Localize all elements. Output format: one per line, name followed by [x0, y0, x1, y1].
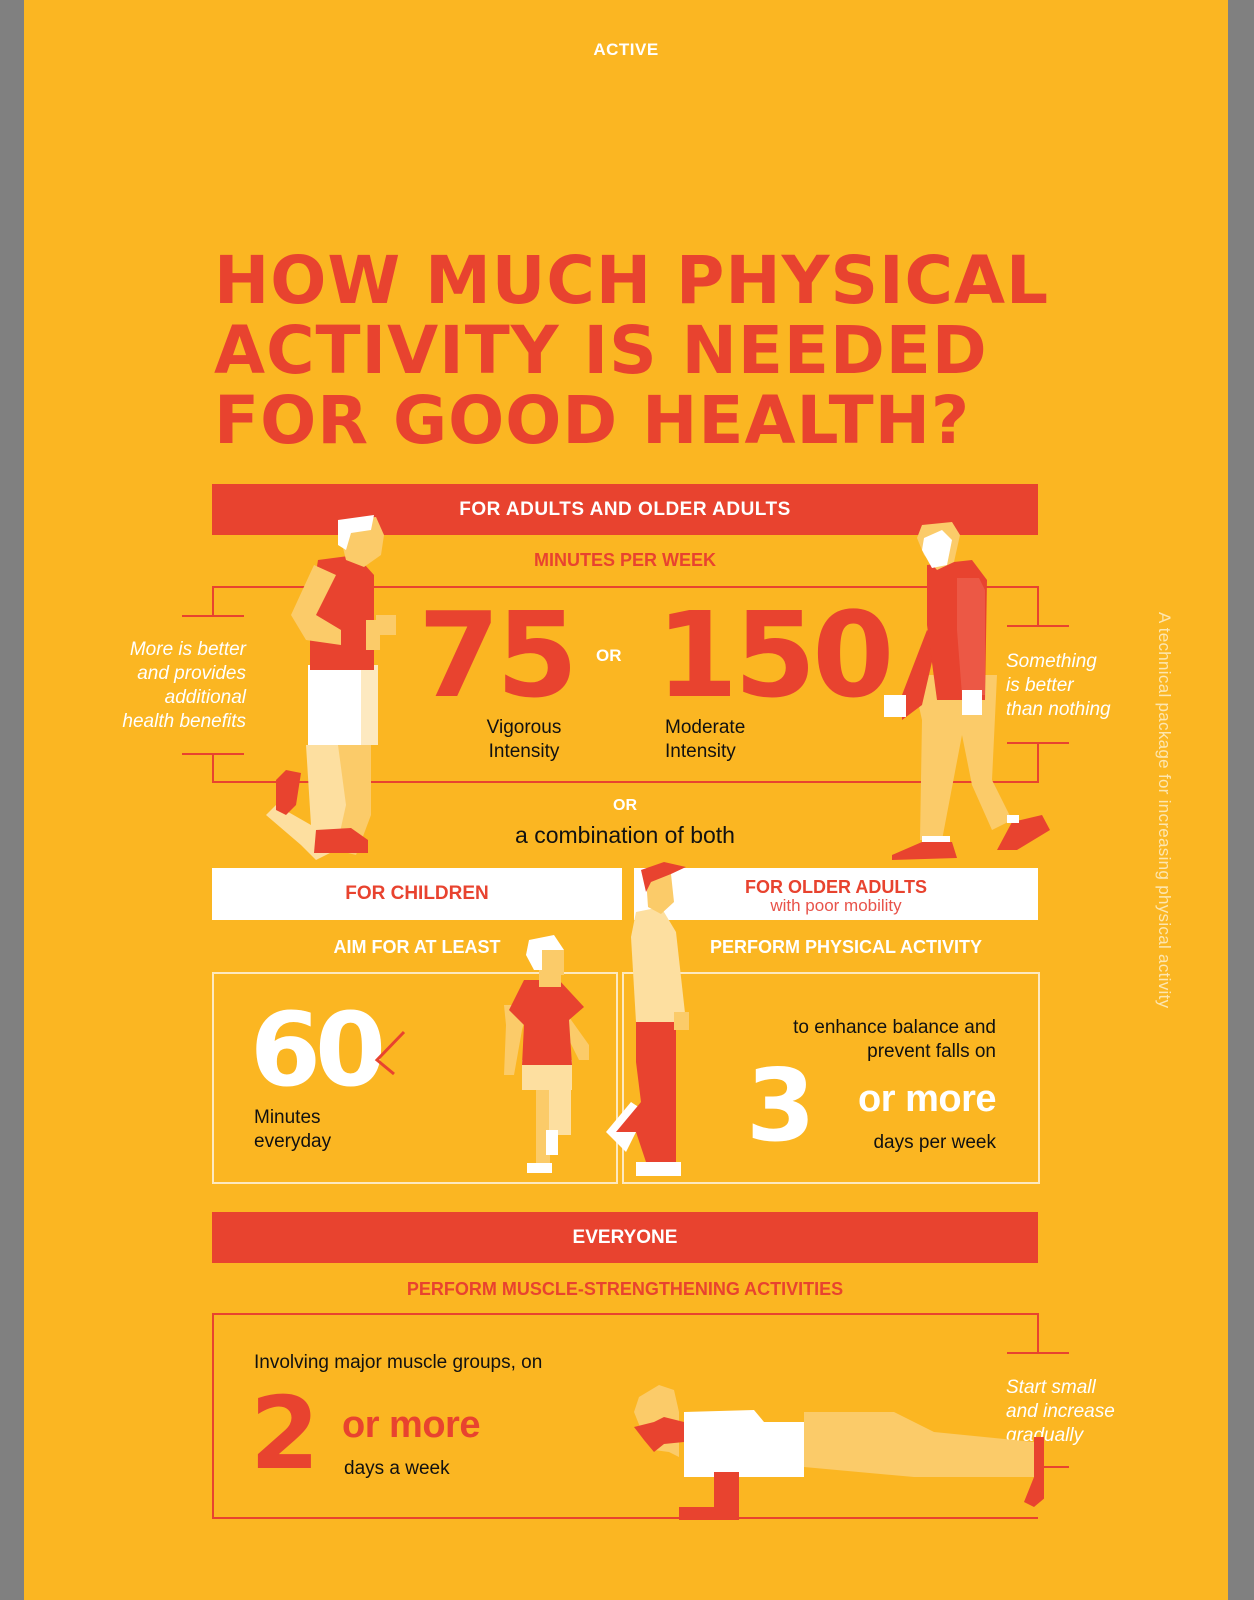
moderate-label: Moderate Intensity	[665, 716, 745, 764]
title-line-2: ACTIVITY IS NEEDED	[214, 312, 988, 389]
adults-right-note: Something is better than nothing	[1006, 650, 1166, 722]
title-line-1: HOW MUCH PHYSICAL	[214, 242, 1050, 319]
everyone-banner: EVERYONE	[212, 1212, 1038, 1263]
bracket-left-bottom-vertical	[212, 753, 214, 783]
child-figure-illustration	[504, 935, 589, 1173]
vigorous-label: Vigorous Intensity	[464, 716, 584, 764]
text-line: prevent falls on	[867, 1041, 996, 1062]
section-label: ACTIVE	[593, 40, 659, 59]
everyone-unit: days a week	[344, 1458, 450, 1479]
label-line: Minutes	[254, 1107, 321, 1128]
bracket-left-top-tick	[182, 615, 244, 617]
note-line: gradually	[1006, 1425, 1084, 1446]
older-banner-title: FOR OLDER ADULTS	[745, 877, 927, 897]
walking-man-illustration	[884, 522, 1050, 860]
children-banner: FOR CHILDREN	[212, 868, 622, 920]
label-line: Vigorous	[486, 717, 562, 738]
clock-hands-icon	[374, 1030, 406, 1076]
everyone-right-note: Start small and increase gradually	[1006, 1376, 1166, 1448]
adults-box-bottom	[212, 781, 1038, 783]
label-line: Intensity	[488, 741, 560, 762]
note-line: Something	[1006, 651, 1097, 672]
note-line: than nothing	[1006, 699, 1111, 720]
everyone-or-more: or more	[342, 1404, 480, 1446]
note-line: Start small	[1006, 1377, 1096, 1398]
older-man-illustration	[606, 862, 689, 1176]
bracket-right-bottom-vertical	[1037, 742, 1039, 783]
older-adults-banner: FOR OLDER ADULTS with poor mobility	[634, 868, 1038, 920]
note-line: and increase	[1006, 1401, 1115, 1422]
label-line: Moderate	[665, 717, 746, 738]
note-line: additional	[164, 687, 246, 708]
runner-figure-illustration	[266, 515, 396, 860]
label-line: everyday	[254, 1131, 332, 1152]
bracket-left-top-vertical	[212, 586, 214, 616]
everyone-box-top	[212, 1313, 1038, 1315]
combination-text: a combination of both	[515, 822, 735, 848]
page-title: HOW MUCH PHYSICAL ACTIVITY IS NEEDED FOR…	[214, 246, 1049, 456]
older-or-more: or more	[858, 1078, 996, 1120]
older-subheading: PERFORM PHYSICAL ACTIVITY	[709, 937, 983, 957]
children-minutes-value: 60	[250, 991, 386, 1110]
note-line: More is better	[129, 639, 246, 660]
older-box	[622, 972, 1040, 1184]
everyone-text: Involving major muscle groups, on	[254, 1352, 543, 1373]
older-description: to enhance balance and prevent falls on	[684, 1016, 996, 1064]
note-line: and provides	[137, 663, 246, 684]
or-separator: OR	[596, 646, 622, 665]
bracket-right-top-tick	[1007, 625, 1069, 627]
adults-subheading: MINUTES PER WEEK	[533, 550, 716, 570]
plank-figure-illustration	[634, 1385, 1044, 1520]
note-line: is better	[1006, 675, 1074, 696]
bracket-bottom-right-vertical	[1037, 1313, 1039, 1353]
label-line: Intensity	[665, 741, 736, 762]
everyone-box-left	[212, 1313, 214, 1519]
title-line-3: FOR GOOD HEALTH?	[214, 382, 971, 459]
older-days-value: 3	[746, 1047, 816, 1164]
children-banner-label: FOR CHILDREN	[345, 883, 489, 904]
children-label: Minutes everyday	[254, 1106, 331, 1154]
adults-box-top	[212, 586, 1038, 588]
everyone-subheading: PERFORM MUSCLE-STRENGTHENING ACTIVITIES	[406, 1279, 844, 1299]
note-line: health benefits	[122, 711, 246, 732]
moderate-minutes-value: 150	[656, 586, 894, 724]
children-subheading: AIM FOR AT LEAST	[333, 937, 501, 957]
infographic-page: ACTIVE HOW MUCH PHYSICAL ACTIVITY IS NEE…	[24, 0, 1228, 1600]
older-unit: days per week	[873, 1132, 996, 1153]
adults-left-note: More is better and provides additional h…	[64, 638, 246, 734]
vigorous-minutes-value: 75	[418, 586, 578, 724]
everyone-days-value: 2	[250, 1375, 320, 1492]
children-box	[212, 972, 618, 1184]
older-banner-subtitle: with poor mobility	[770, 896, 902, 915]
text-line: to enhance balance and	[793, 1017, 996, 1038]
everyone-box-bottom	[212, 1517, 1038, 1519]
bracket-bottom-right-top-tick	[1007, 1352, 1069, 1354]
or-separator-2: OR	[613, 797, 637, 814]
bracket-right-top-vertical	[1037, 586, 1039, 626]
